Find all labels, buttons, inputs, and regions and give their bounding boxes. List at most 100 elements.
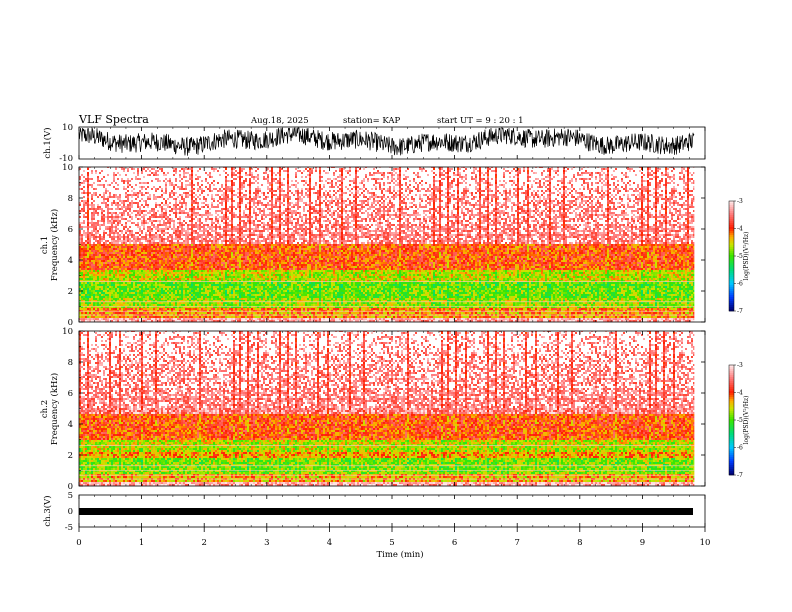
spectrogram-cell (161, 238, 163, 240)
spectrogram-cell (227, 252, 229, 254)
spectrogram-cell (137, 244, 139, 246)
spectrogram-cell (231, 276, 233, 278)
spectrogram-cell (83, 320, 85, 322)
spectrogram-cell (231, 230, 233, 232)
spectrogram-cell (167, 282, 169, 284)
spectrogram-cell (179, 286, 181, 288)
spectrogram-cell (179, 248, 181, 250)
spectrogram-cell (205, 284, 207, 286)
spectrogram-cell (239, 212, 241, 214)
spectrogram-cell (237, 320, 239, 322)
spectrogram-cell (211, 224, 213, 226)
spectrogram-cell (109, 276, 111, 278)
spectrogram-cell (95, 280, 97, 282)
spectrogram-cell (225, 234, 227, 236)
spectrogram-cell (229, 256, 231, 258)
spectrogram-cell (221, 194, 223, 196)
spectrogram-cell (187, 308, 189, 310)
spectrogram-cell (185, 188, 187, 190)
spectrogram-cell (125, 188, 127, 190)
spectrogram-cell (207, 250, 209, 252)
spectrogram-cell (229, 180, 231, 182)
spectrogram-cell (149, 274, 151, 276)
spectrogram-cell (115, 242, 117, 244)
spectrogram-cell (165, 304, 167, 306)
spectrogram-cell (181, 224, 183, 226)
spectrogram-cell (181, 290, 183, 292)
spectrogram-cell (205, 228, 207, 230)
spectrogram-cell (165, 256, 167, 258)
spectrogram-cell (213, 316, 215, 318)
spectrogram-cell (179, 180, 181, 182)
spectrogram-cell (175, 274, 177, 276)
spectrogram-cell (211, 198, 213, 200)
spectrogram-cell (129, 234, 131, 236)
spectrogram-cell (133, 316, 135, 318)
spectrogram-cell (149, 260, 151, 262)
spectrogram-cell (179, 288, 181, 290)
spectrogram-cell (151, 230, 153, 232)
spectrogram-cell (239, 196, 241, 198)
spectrogram-cell (147, 320, 149, 322)
spectrogram-cell (137, 296, 139, 298)
spectrogram-cell (153, 214, 155, 216)
spectrogram-cell (159, 246, 161, 248)
spectrogram-cell (243, 260, 245, 262)
spectrogram-cell (177, 254, 179, 256)
spectrogram-cell (91, 186, 93, 188)
spectrogram-cell (165, 320, 167, 322)
spectrogram-cell (217, 320, 219, 322)
spectrogram-cell (209, 252, 211, 254)
spectrogram-cell (169, 292, 171, 294)
spectrogram-cell (159, 258, 161, 260)
spectrogram-cell (129, 256, 131, 258)
spectrogram-cell (159, 242, 161, 244)
spectrogram-cell (121, 167, 123, 168)
spectrogram-cell (181, 306, 183, 308)
spectrogram-cell (125, 256, 127, 258)
spectrogram-cell (121, 212, 123, 214)
spectrogram-cell (225, 270, 227, 272)
spectrogram-cell (87, 280, 89, 282)
spectrogram-cell (213, 222, 215, 224)
spectrogram-cell (101, 280, 103, 282)
spectrogram-cell (227, 174, 229, 176)
spectrogram-cell (167, 172, 169, 174)
spectrogram-cell (185, 316, 187, 318)
spectrogram-cell (111, 240, 113, 242)
spectrogram-cell (207, 248, 209, 250)
spectrogram-cell (171, 234, 173, 236)
spectrogram-cell (161, 236, 163, 238)
spectrogram-cell (217, 210, 219, 212)
spectrogram-cell (85, 244, 87, 246)
spectrogram-cell (227, 292, 229, 294)
spectrogram-cell (219, 188, 221, 190)
spectrogram-cell (157, 236, 159, 238)
spectrogram-cell (201, 190, 203, 192)
spectrogram-cell (225, 284, 227, 286)
spectrogram-cell (157, 286, 159, 288)
spectrogram-cell (239, 296, 241, 298)
spectrogram-cell (153, 208, 155, 210)
spectrogram-cell (79, 320, 81, 322)
spectrogram-cell (197, 280, 199, 282)
spectrogram-cell (205, 180, 207, 182)
spectrogram-cell (179, 270, 181, 272)
spectrogram-cell (215, 238, 217, 240)
spectrogram-cell (131, 288, 133, 290)
spectrogram-cell (113, 306, 115, 308)
spectrogram-cell (189, 302, 191, 304)
spectrogram-cell (231, 296, 233, 298)
spectrogram-cell (109, 228, 111, 230)
spectrogram-cell (89, 222, 91, 224)
spectrogram-cell (155, 246, 157, 248)
spectrogram-cell (205, 316, 207, 318)
spectrogram-cell (161, 194, 163, 196)
spectrogram-cell (157, 296, 159, 298)
spectrogram-cell (83, 270, 85, 272)
spectrogram-cell (235, 308, 237, 310)
spectrogram-cell (97, 246, 99, 248)
spectrogram-cell (169, 220, 171, 222)
spectrogram-cell (243, 320, 245, 322)
spectrogram-cell (139, 296, 141, 298)
